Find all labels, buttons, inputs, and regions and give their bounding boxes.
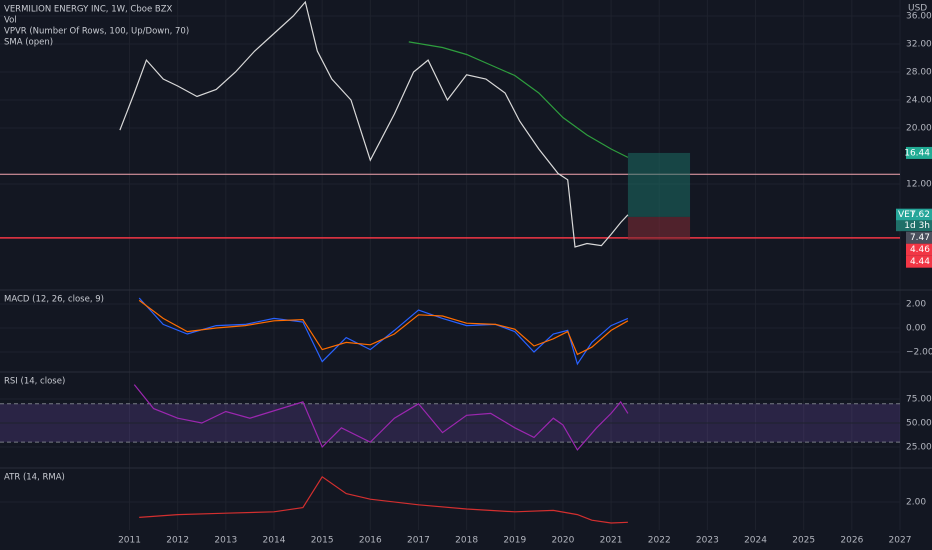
x-tick-label: 2019 — [503, 536, 526, 546]
x-tick-label: 2016 — [359, 536, 382, 546]
y-tick-label: 20.00 — [906, 124, 932, 134]
y-tick-label: −2.00 — [906, 347, 932, 357]
price-tag — [906, 255, 932, 268]
x-tick-label: 2021 — [600, 536, 623, 546]
price-tag-value: 4.44 — [910, 257, 930, 267]
y-tick-label: 32.00 — [906, 40, 932, 50]
y-tick-label: 2.00 — [906, 300, 926, 310]
x-tick-label: 2022 — [648, 536, 671, 546]
x-tick-label: 2023 — [696, 536, 719, 546]
series-line — [138, 299, 629, 356]
indicator-label: Vol — [4, 16, 17, 26]
x-tick-label: 2018 — [455, 536, 478, 546]
price-tag — [896, 208, 932, 221]
y-tick-label: 36.00 — [906, 12, 932, 22]
series-line — [139, 475, 628, 524]
pane-title: MACD (12, 26, close, 9) — [4, 295, 104, 305]
price-tag — [906, 243, 932, 256]
pane-title: VERMILION ENERGY INC, 1W, Cboe BZX — [4, 5, 173, 15]
x-tick-label: 2024 — [744, 536, 767, 546]
countdown-bg — [896, 220, 932, 232]
y-tick-label: 0.00 — [906, 324, 926, 334]
y-tick-label: 75.00 — [906, 394, 932, 404]
currency: USD — [908, 4, 927, 14]
x-tick-label: 2015 — [311, 536, 334, 546]
price-tag-symbol: VET — [898, 210, 916, 220]
x-tick-label: 2013 — [214, 536, 237, 546]
pane-title: ATR (14, RMA) — [4, 473, 65, 483]
series-line — [138, 297, 629, 366]
price-tag-value: 16.44 — [904, 148, 930, 158]
y-tick-label: 2.00 — [906, 498, 926, 508]
x-tick-label: 2014 — [263, 536, 286, 546]
series-line — [133, 384, 629, 451]
price-tag — [906, 231, 932, 244]
indicator-label: VPVR (Number Of Rows, 100, Up/Down, 70) — [4, 27, 189, 37]
series-line — [119, 0, 629, 248]
x-tick-label: 2026 — [840, 536, 863, 546]
pane-title: RSI (14, close) — [4, 377, 65, 387]
y-tick-label: 50.00 — [906, 418, 932, 428]
price-tag-value: 7.47 — [910, 233, 930, 243]
y-tick-label: 25.00 — [906, 442, 932, 452]
price-tag-value: 7.62 — [910, 210, 930, 220]
x-tick-label: 2020 — [551, 536, 574, 546]
y-tick-label: 12.00 — [906, 180, 932, 190]
y-tick-label: 24.00 — [906, 96, 932, 106]
series-legend: SMA (open) — [4, 38, 53, 48]
x-tick-label: 2017 — [407, 536, 430, 546]
y-tick-label: 28.00 — [906, 68, 932, 78]
x-tick-label: 2011 — [118, 536, 141, 546]
x-tick-label: 2025 — [792, 536, 815, 546]
x-tick-label: 2027 — [889, 536, 912, 546]
price-tag — [906, 146, 932, 159]
x-tick-label: 2012 — [166, 536, 189, 546]
series-line — [408, 41, 629, 158]
price-tag-value: 4.46 — [910, 245, 930, 255]
position-profit — [627, 152, 691, 217]
countdown: 1d 3h — [904, 221, 930, 231]
position-loss — [627, 216, 691, 241]
